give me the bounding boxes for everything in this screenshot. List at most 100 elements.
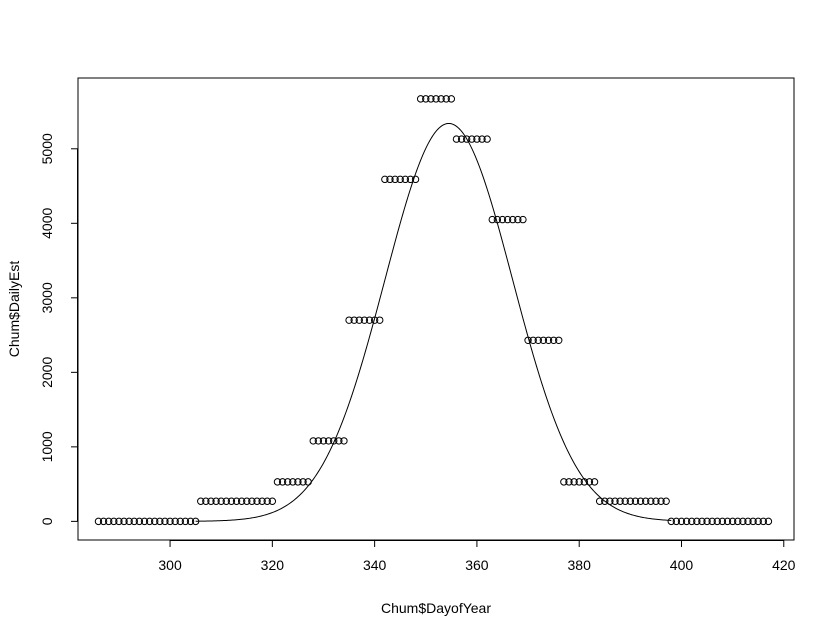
x-tick-label: 360: [465, 557, 489, 573]
data-point: [391, 175, 399, 184]
data-point: [253, 497, 261, 505]
data-point: [181, 517, 190, 526]
data-point: [488, 215, 496, 224]
data-point: [534, 336, 542, 344]
data-point: [718, 517, 727, 526]
data-point: [503, 215, 512, 224]
x-tick-label: 400: [670, 557, 694, 573]
data-point: [340, 437, 348, 445]
data-point: [662, 497, 670, 505]
data-point: [166, 517, 174, 526]
data-point: [657, 497, 665, 505]
data-point: [140, 517, 149, 526]
data-point: [570, 478, 578, 486]
x-tick-label: 380: [568, 557, 592, 573]
data-point: [544, 336, 553, 344]
data-point: [473, 135, 481, 143]
data-point: [427, 95, 435, 103]
data-point: [222, 497, 231, 505]
data-point: [145, 517, 154, 526]
data-point: [754, 517, 762, 526]
data-point: [350, 316, 358, 324]
data-point: [299, 478, 307, 486]
data-point: [130, 517, 138, 526]
data-point: [263, 497, 271, 505]
data-point: [539, 336, 548, 344]
data-point: [432, 95, 440, 103]
data-point: [708, 517, 716, 526]
data-point: [355, 316, 363, 324]
data-point: [693, 517, 701, 526]
y-axis: 0 1000 2000 3000 4000 5000: [39, 133, 78, 525]
data-point: [468, 135, 476, 143]
data-point: [739, 517, 747, 526]
data-point: [437, 95, 445, 103]
data-point: [478, 135, 486, 143]
data-point: [688, 517, 696, 526]
data-point: [345, 316, 353, 324]
x-tick-label: 340: [363, 557, 387, 573]
data-point: [457, 135, 466, 143]
y-tick-label: 5000: [39, 133, 55, 164]
data-point: [416, 95, 425, 103]
data-point: [549, 336, 558, 344]
data-point: [365, 316, 374, 324]
data-point: [652, 497, 660, 505]
data-point: [422, 95, 430, 103]
data-point: [759, 517, 768, 526]
data-point: [186, 517, 195, 526]
data-point: [565, 478, 573, 486]
data-point: [509, 215, 517, 224]
data-point: [621, 497, 629, 505]
data-point: [151, 517, 159, 526]
x-tick-label: 300: [158, 557, 182, 573]
data-point: [381, 175, 389, 184]
data-point: [278, 478, 287, 486]
data-point: [232, 497, 241, 505]
data-point: [309, 437, 317, 445]
data-point: [396, 175, 404, 184]
data-point: [529, 336, 537, 344]
plot-box: [77, 77, 795, 541]
data-point: [386, 175, 394, 184]
data-point: [120, 517, 128, 526]
data-point: [723, 517, 732, 526]
data-point: [289, 478, 297, 486]
data-point: [631, 497, 640, 505]
data-point: [677, 517, 686, 526]
x-axis-title: Chum$DayofYear: [381, 600, 491, 616]
data-point: [125, 517, 133, 526]
data-points: [94, 95, 773, 526]
data-point: [115, 517, 123, 526]
data-point: [212, 497, 220, 505]
data-point: [237, 497, 246, 505]
data-point: [575, 478, 583, 486]
y-axis-title: Chum$DailyEst: [6, 261, 22, 358]
data-point: [176, 517, 184, 526]
data-point: [135, 517, 144, 526]
data-point: [641, 497, 650, 505]
data-point: [283, 478, 292, 486]
data-point: [360, 316, 369, 324]
data-point: [560, 478, 568, 486]
data-point: [294, 478, 302, 486]
x-tick-label: 320: [261, 557, 285, 573]
data-point: [713, 517, 721, 526]
data-point: [519, 215, 527, 224]
data-point: [647, 497, 655, 505]
x-axis: 300 320 340 360 380 400 420: [158, 540, 796, 573]
data-point: [99, 517, 108, 526]
data-point: [94, 517, 103, 526]
data-point: [207, 497, 215, 505]
y-tick-label: 3000: [39, 282, 55, 313]
data-point: [682, 517, 691, 526]
data-point: [447, 95, 456, 103]
data-point: [626, 497, 635, 505]
y-tick-label: 4000: [39, 208, 55, 239]
x-tick-label: 420: [772, 557, 796, 573]
data-point: [555, 336, 563, 344]
data-point: [734, 517, 742, 526]
data-point: [616, 497, 624, 505]
data-point: [335, 437, 343, 445]
